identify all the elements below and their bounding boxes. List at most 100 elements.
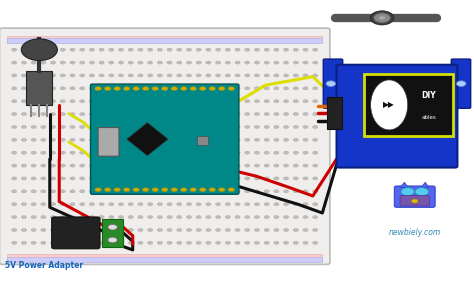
- Circle shape: [167, 61, 172, 64]
- Circle shape: [283, 48, 289, 51]
- Circle shape: [303, 228, 308, 231]
- Circle shape: [171, 87, 178, 91]
- Circle shape: [245, 177, 250, 180]
- Circle shape: [31, 138, 36, 141]
- Circle shape: [128, 190, 133, 193]
- Circle shape: [216, 151, 221, 154]
- Circle shape: [456, 81, 466, 87]
- Circle shape: [60, 151, 65, 154]
- Circle shape: [50, 177, 55, 180]
- Circle shape: [411, 199, 418, 203]
- Circle shape: [99, 87, 104, 90]
- Circle shape: [147, 241, 153, 244]
- Circle shape: [313, 125, 318, 128]
- Circle shape: [200, 87, 206, 91]
- Circle shape: [186, 216, 191, 219]
- Circle shape: [80, 100, 85, 103]
- Circle shape: [50, 164, 55, 167]
- Circle shape: [171, 188, 178, 192]
- Circle shape: [109, 241, 114, 244]
- Circle shape: [303, 190, 308, 193]
- Circle shape: [89, 190, 94, 193]
- Circle shape: [138, 87, 143, 90]
- Circle shape: [209, 188, 216, 192]
- Circle shape: [70, 74, 75, 77]
- Circle shape: [255, 112, 260, 116]
- Circle shape: [157, 138, 163, 141]
- Circle shape: [245, 164, 250, 167]
- Circle shape: [109, 125, 114, 128]
- Circle shape: [274, 125, 279, 128]
- Circle shape: [283, 112, 289, 116]
- Circle shape: [303, 216, 308, 219]
- Circle shape: [167, 203, 172, 206]
- Circle shape: [99, 177, 104, 180]
- Circle shape: [303, 138, 308, 141]
- Circle shape: [31, 87, 36, 90]
- Circle shape: [255, 216, 260, 219]
- Circle shape: [225, 74, 230, 77]
- Circle shape: [167, 228, 172, 231]
- Circle shape: [167, 177, 172, 180]
- Circle shape: [177, 112, 182, 116]
- Circle shape: [274, 190, 279, 193]
- Circle shape: [293, 177, 299, 180]
- Circle shape: [128, 74, 133, 77]
- Circle shape: [274, 74, 279, 77]
- Circle shape: [415, 188, 428, 196]
- Circle shape: [157, 203, 163, 206]
- Circle shape: [293, 125, 299, 128]
- Circle shape: [89, 151, 94, 154]
- Circle shape: [225, 164, 230, 167]
- Circle shape: [147, 164, 153, 167]
- Circle shape: [21, 190, 27, 193]
- Circle shape: [21, 203, 27, 206]
- Circle shape: [80, 48, 85, 51]
- Circle shape: [138, 112, 143, 116]
- Circle shape: [216, 216, 221, 219]
- Circle shape: [216, 100, 221, 103]
- Circle shape: [274, 48, 279, 51]
- Circle shape: [313, 87, 318, 90]
- Circle shape: [138, 203, 143, 206]
- Circle shape: [313, 100, 318, 103]
- Circle shape: [89, 228, 94, 231]
- Circle shape: [138, 241, 143, 244]
- Circle shape: [41, 228, 46, 231]
- Circle shape: [313, 74, 318, 77]
- Circle shape: [147, 203, 153, 206]
- Circle shape: [206, 151, 211, 154]
- Circle shape: [109, 151, 114, 154]
- Circle shape: [225, 138, 230, 141]
- FancyBboxPatch shape: [337, 65, 457, 168]
- Circle shape: [303, 112, 308, 116]
- Circle shape: [128, 177, 133, 180]
- Circle shape: [99, 61, 104, 64]
- Polygon shape: [401, 182, 408, 187]
- Circle shape: [235, 177, 240, 180]
- Circle shape: [41, 100, 46, 103]
- Circle shape: [274, 164, 279, 167]
- Circle shape: [109, 216, 114, 219]
- Circle shape: [181, 188, 187, 192]
- Circle shape: [50, 48, 55, 51]
- Circle shape: [31, 164, 36, 167]
- Circle shape: [70, 241, 75, 244]
- Circle shape: [157, 151, 163, 154]
- Circle shape: [206, 125, 211, 128]
- Circle shape: [12, 74, 17, 77]
- Circle shape: [31, 100, 36, 103]
- Circle shape: [31, 74, 36, 77]
- Circle shape: [31, 125, 36, 128]
- Circle shape: [303, 177, 308, 180]
- Circle shape: [109, 203, 114, 206]
- Circle shape: [142, 87, 149, 91]
- Circle shape: [177, 48, 182, 51]
- Circle shape: [21, 74, 27, 77]
- Circle shape: [255, 177, 260, 180]
- Circle shape: [133, 87, 139, 91]
- Circle shape: [401, 188, 414, 196]
- Circle shape: [216, 125, 221, 128]
- Circle shape: [123, 188, 130, 192]
- Circle shape: [31, 190, 36, 193]
